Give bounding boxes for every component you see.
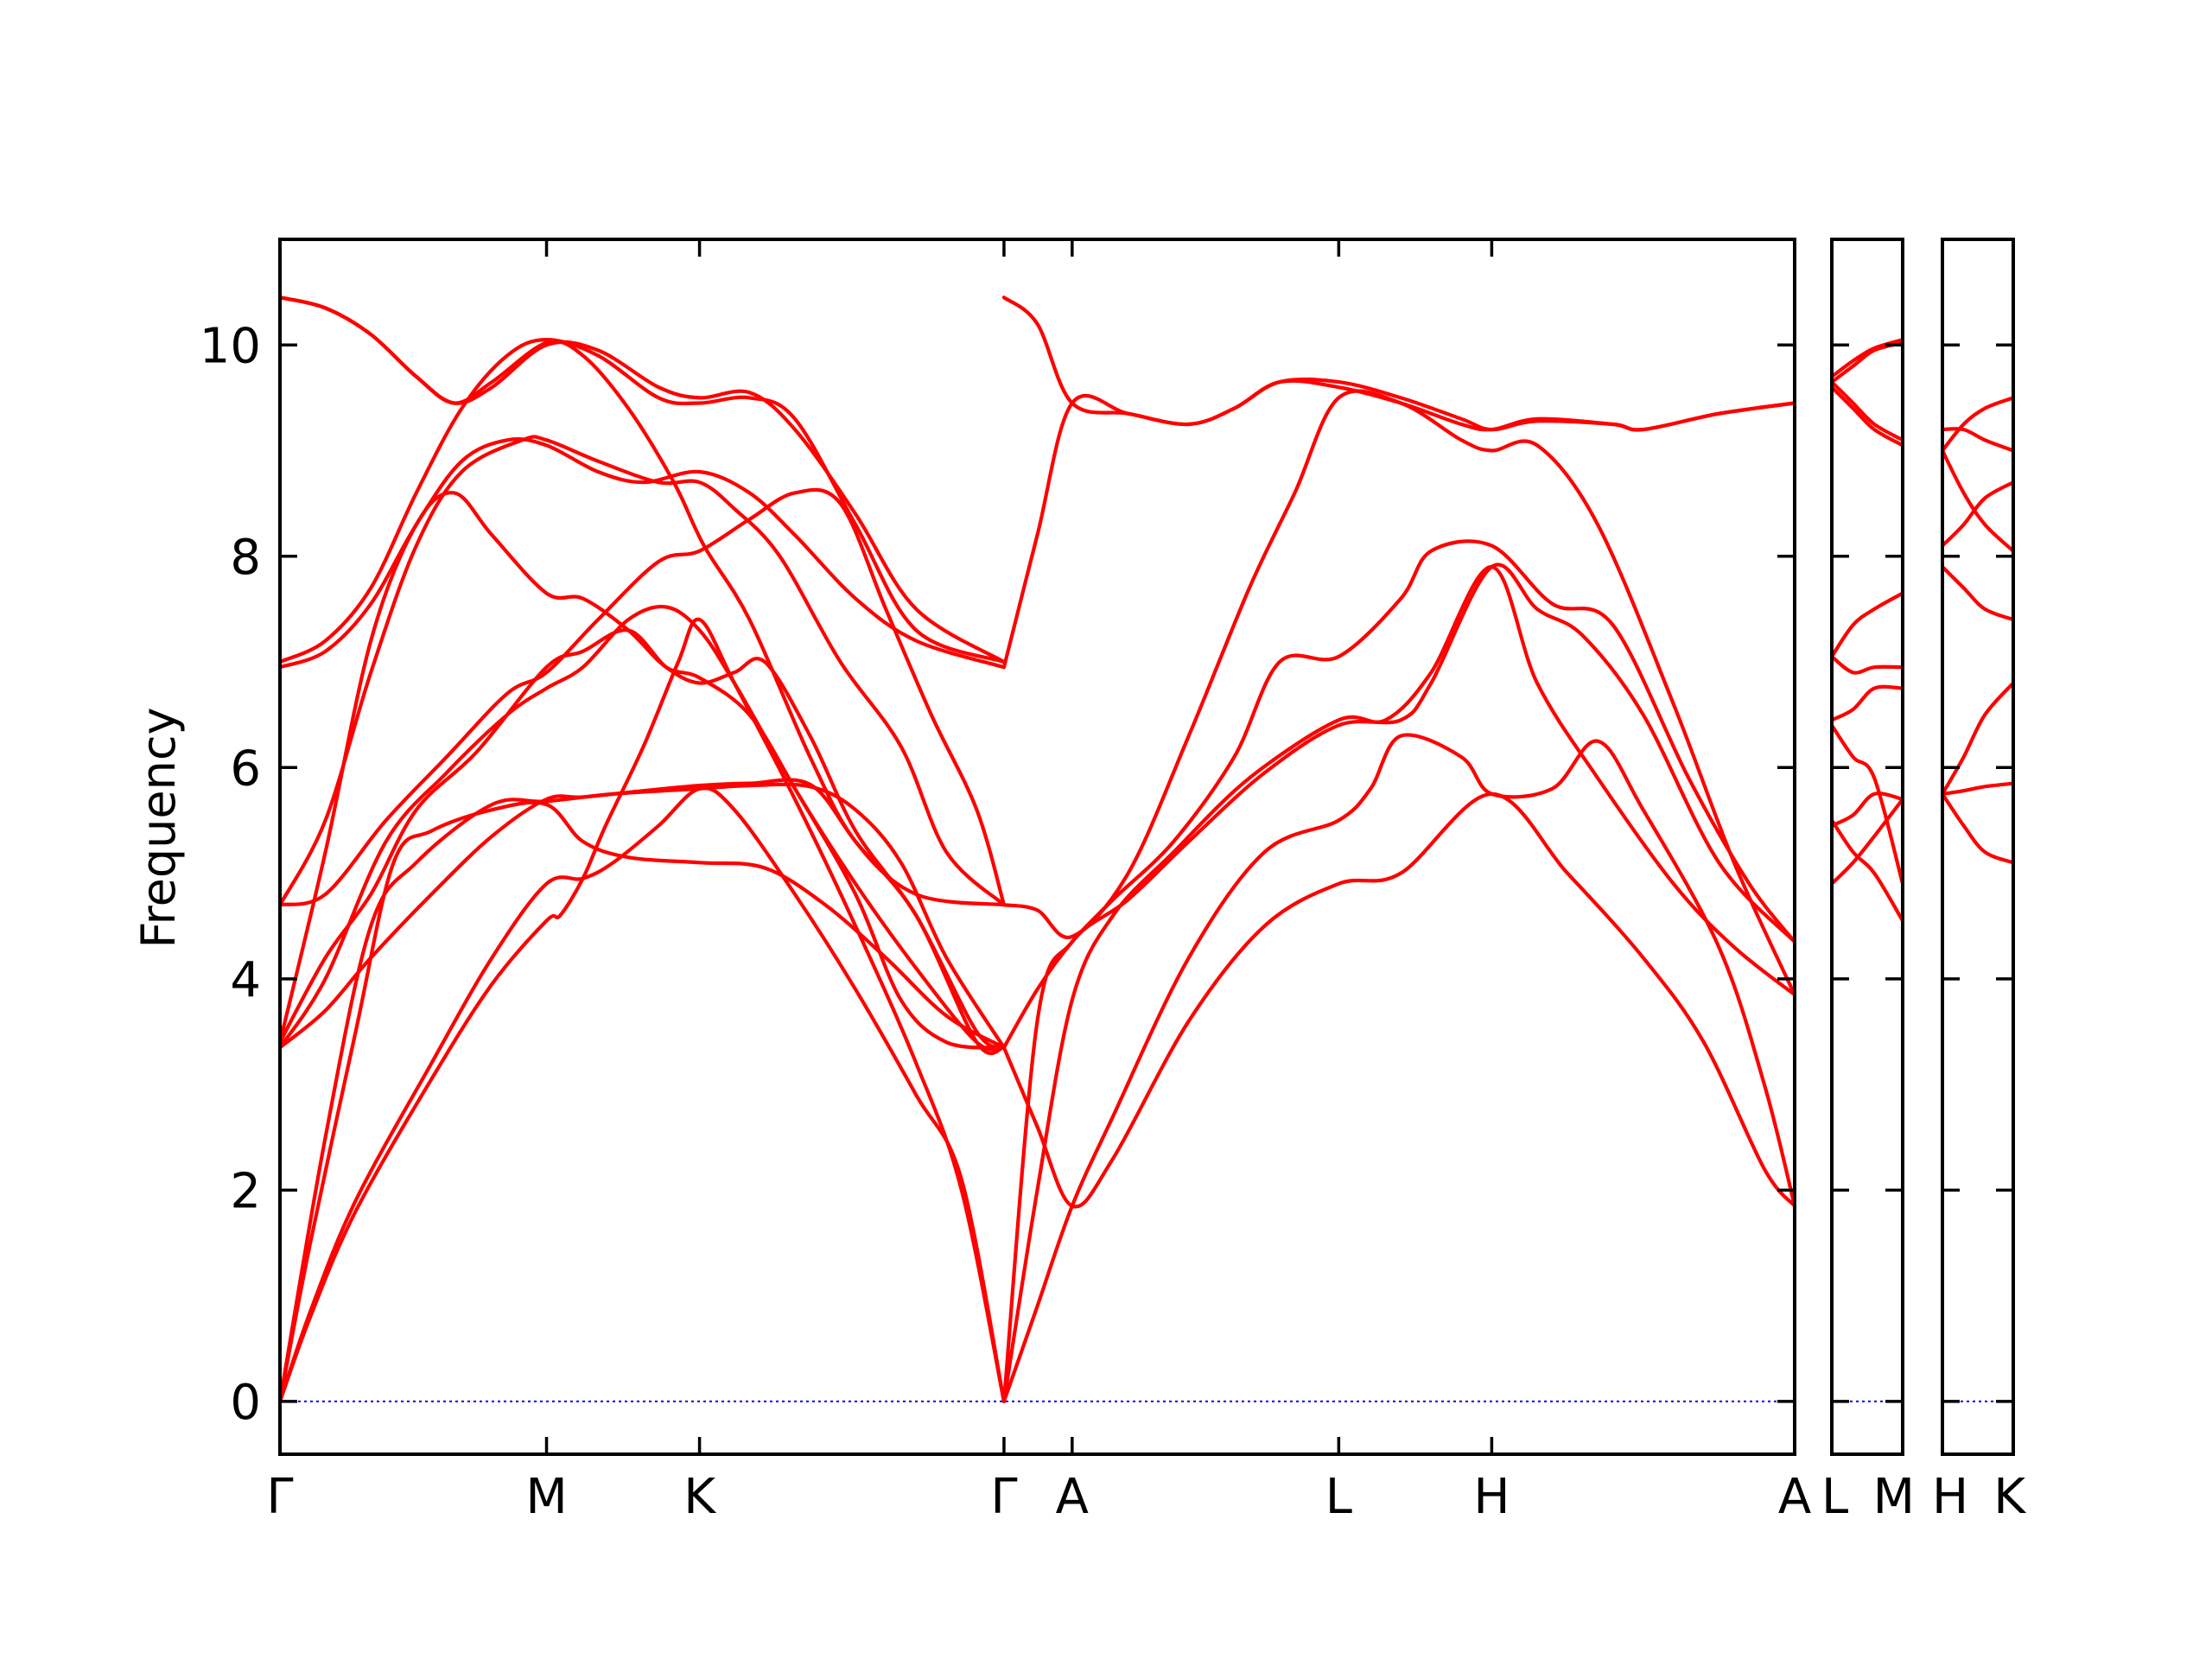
ytick-label: 4: [230, 952, 261, 1008]
h-k-axes-frame: [1941, 238, 2015, 1456]
main-band-3: [280, 800, 1006, 1403]
l-m-band-4: [1832, 723, 1903, 886]
main-bands: [280, 296, 1795, 1403]
ytick-label: 10: [200, 318, 261, 374]
main-band-19: [1001, 539, 1795, 1050]
xtick-label: Γ: [266, 1469, 293, 1525]
xtick-label: A: [1778, 1469, 1811, 1525]
xtick-label: L: [1821, 1469, 1848, 1525]
h-k-band-7: [1942, 427, 2013, 453]
xtick-label: A: [1056, 1469, 1089, 1525]
l-m-band-8: [1832, 385, 1903, 448]
l-m-band-1: [1832, 797, 1903, 886]
l-m-band-11: [1832, 338, 1903, 378]
main-band-10: [280, 487, 1006, 907]
main-band-16: [1001, 564, 1795, 1403]
h-k-band-1: [1942, 791, 2013, 865]
main-band-1: [280, 617, 1006, 1403]
xtick-label: K: [1993, 1469, 2026, 1525]
main-band-12: [280, 338, 1006, 664]
xtick-label: H: [1473, 1469, 1510, 1525]
l-m-band-10: [1832, 340, 1903, 385]
main-band-17: [1001, 733, 1795, 1403]
l-m-band-2: [1832, 818, 1903, 923]
h-k-band-4: [1942, 564, 2013, 622]
h-k-bands: [1942, 396, 2013, 865]
xtick-label: M: [525, 1469, 567, 1525]
l-m-band-9: [1832, 380, 1903, 442]
xtick-label: L: [1325, 1469, 1352, 1525]
main-band-14: [280, 296, 1006, 907]
xtick-label: H: [1932, 1469, 1968, 1525]
main-band-18: [1001, 791, 1795, 1209]
l-m-band-3: [1832, 791, 1903, 828]
main-band-11: [280, 436, 1006, 670]
ytick-label: 0: [230, 1375, 261, 1431]
main-band-22: [1001, 296, 1795, 432]
xtick-label: M: [1873, 1469, 1915, 1525]
main-band-2: [280, 786, 1006, 1403]
ytick-label: 8: [230, 530, 261, 586]
l-m-axes-frame: [1830, 238, 1904, 1456]
main-band-6: [280, 604, 1006, 1052]
main-band-15: [1001, 563, 1795, 1403]
h-k-band-6: [1942, 448, 2013, 553]
h-k-band-8: [1942, 396, 2013, 453]
h-k-band-2: [1942, 781, 2013, 796]
h-k-band-3: [1942, 681, 2013, 796]
xtick-label: K: [683, 1469, 716, 1525]
ytick-label: 6: [230, 741, 261, 797]
l-m-band-6: [1832, 654, 1903, 675]
l-m-bands: [1832, 338, 1903, 923]
y-axis-label: Frequency: [131, 708, 186, 949]
main-axes-frame: [278, 238, 1796, 1456]
main-band-8: [280, 491, 1006, 1050]
l-m-band-5: [1832, 684, 1903, 722]
l-m-band-7: [1832, 591, 1903, 658]
xtick-label: Γ: [990, 1469, 1017, 1525]
ytick-label: 2: [230, 1163, 261, 1219]
main-band-9: [280, 435, 1006, 907]
